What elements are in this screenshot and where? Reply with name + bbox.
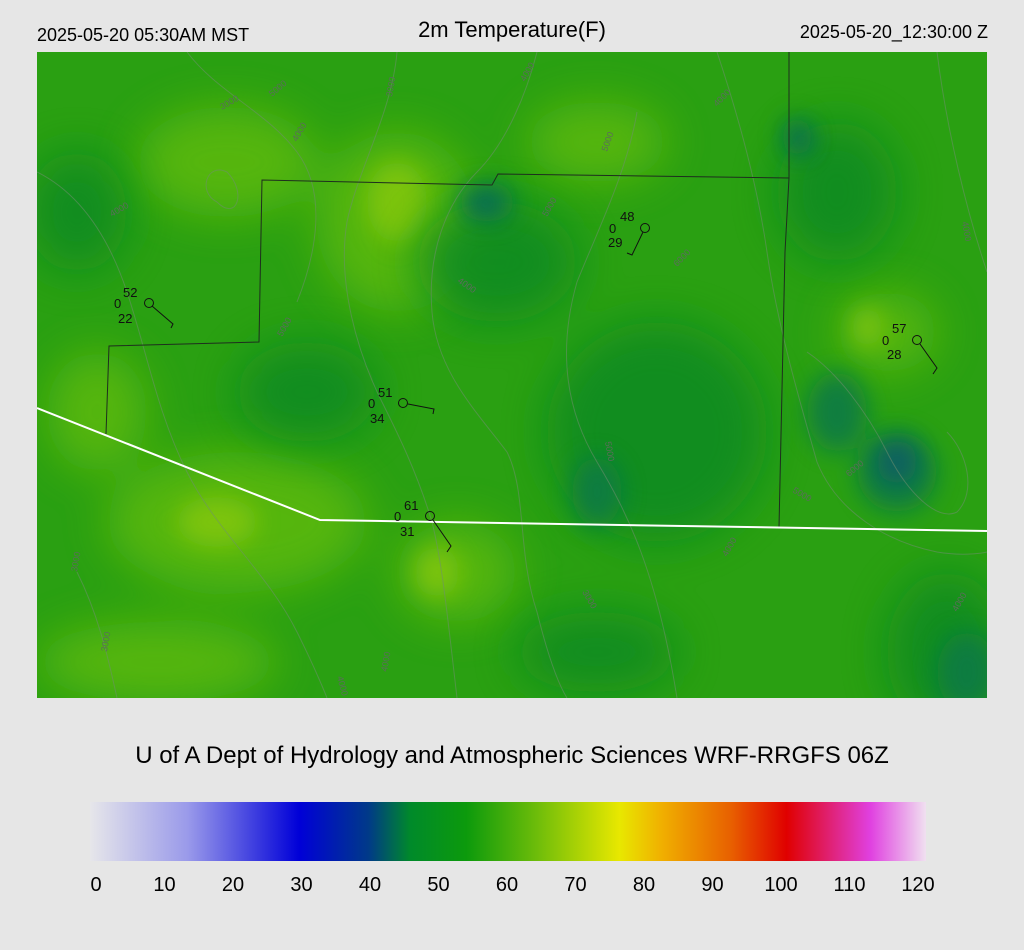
station-temp: 57 <box>892 321 906 336</box>
colorbar-tick-label: 120 <box>901 874 935 896</box>
state-border <box>37 407 987 532</box>
station-plot: 52 0 22 <box>114 285 174 329</box>
colorbar-tick-label: 60 <box>495 874 519 896</box>
station-dewpoint: 34 <box>370 411 384 426</box>
colorbar-tick-label: 20 <box>221 874 245 896</box>
station-cloud: 0 <box>368 396 375 411</box>
station-temp: 51 <box>378 385 392 400</box>
station-temp: 52 <box>123 285 137 300</box>
station-cloud: 0 <box>609 221 616 236</box>
colorbar-tick-label: 10 <box>153 874 176 896</box>
station-cloud: 0 <box>882 333 889 348</box>
svg-text:3000: 3000 <box>99 631 112 652</box>
colorbar-tick-label: 100 <box>764 874 798 896</box>
station-temp: 48 <box>620 209 634 224</box>
colorbar-tick-label: 30 <box>290 874 313 896</box>
utc-time-label: 2025-05-20_12:30:00 Z <box>799 22 988 42</box>
credit-label: U of A Dept of Hydrology and Atmospheric… <box>135 742 889 769</box>
colorbar-tick-label: 80 <box>632 874 656 896</box>
station-dewpoint: 28 <box>887 347 901 362</box>
svg-text:4000: 4000 <box>379 651 392 672</box>
station-cloud: 0 <box>114 296 121 311</box>
colorbar-tick-labels: 0 10 20 30 40 50 60 70 80 90 100 110 120 <box>0 874 1024 904</box>
colorbar-tick-label: 110 <box>833 874 866 896</box>
station-plot: 61 0 31 <box>394 498 452 553</box>
svg-text:5000: 5000 <box>603 441 616 462</box>
local-time-label: 2025-05-20 05:30AM MST <box>37 25 250 45</box>
station-plot: 51 0 34 <box>368 385 435 426</box>
very-warm-shading <box>177 162 882 597</box>
station-dewpoint: 29 <box>608 235 622 250</box>
station-cloud: 0 <box>394 509 401 524</box>
station-plot: 48 0 29 <box>608 209 650 256</box>
temperature-colorbar <box>90 802 926 861</box>
colorbar-tick-label: 50 <box>427 874 450 896</box>
station-temp: 61 <box>404 498 418 513</box>
colorbar-tick-label: 0 <box>90 874 102 896</box>
svg-text:3000: 3000 <box>69 551 82 572</box>
station-plot: 57 0 28 <box>882 321 938 375</box>
temperature-map: 3000 4000 4000 3000 5000 4000 5000 4000 … <box>37 52 987 698</box>
colorbar-tick-label: 40 <box>358 874 382 896</box>
station-dewpoint: 31 <box>400 524 414 539</box>
station-dewpoint: 22 <box>118 311 132 326</box>
svg-text:4000: 4000 <box>960 221 973 242</box>
svg-text:3000: 3000 <box>384 76 397 97</box>
colorbar-tick-label: 70 <box>564 874 587 896</box>
map-title: 2m Temperature(F) <box>418 17 606 42</box>
terrain-contours <box>37 52 987 698</box>
county-boundaries <box>105 52 790 528</box>
colorbar-tick-label: 90 <box>701 874 724 896</box>
